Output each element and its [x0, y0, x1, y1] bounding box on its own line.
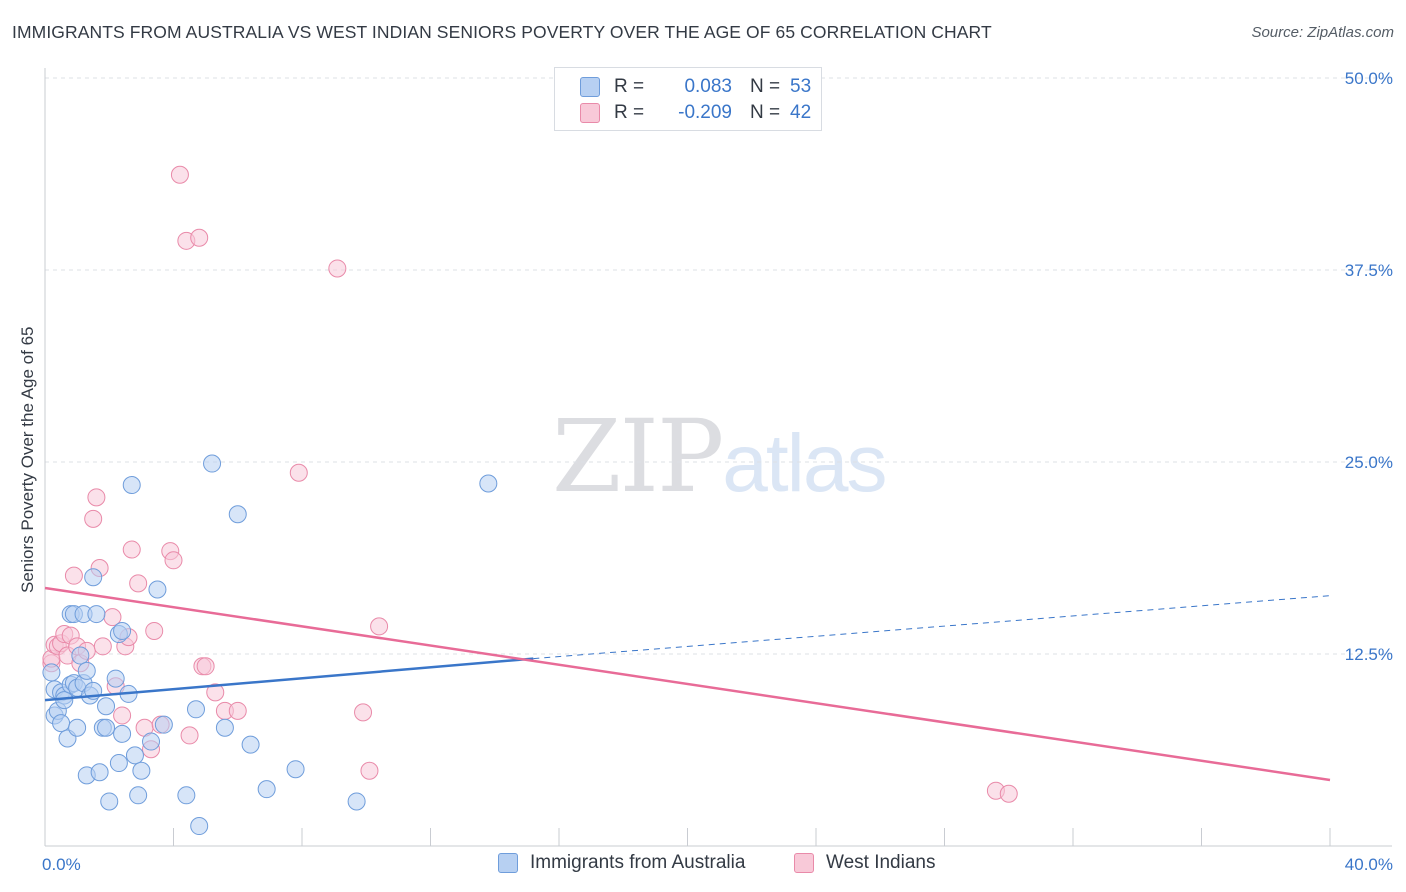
data-point-australia [148, 580, 167, 599]
australia-points [42, 454, 498, 836]
data-point-west-indians [206, 683, 225, 702]
data-point-west-indians [289, 463, 308, 482]
data-point-west-indians [196, 657, 215, 676]
axes [44, 68, 1392, 847]
data-point-west-indians [113, 706, 132, 725]
bottom-legend-label-australia: Immigrants from Australia [530, 852, 746, 873]
data-point-australia [241, 735, 260, 754]
data-point-australia [42, 663, 61, 682]
y-tick-label: 25.0% [1345, 453, 1393, 472]
data-point-australia [228, 505, 247, 524]
data-point-west-indians [328, 259, 347, 278]
data-point-australia [122, 476, 141, 495]
data-point-australia [84, 568, 103, 587]
data-point-west-indians [122, 540, 141, 559]
data-point-australia [106, 669, 125, 688]
data-point-west-indians [170, 165, 189, 184]
data-point-west-indians [145, 621, 164, 640]
legend-r-value: -0.209 [678, 102, 732, 123]
data-point-australia [177, 786, 196, 805]
data-point-west-indians [999, 784, 1018, 803]
data-point-australia [77, 661, 96, 680]
x-tick-label-min: 0.0% [42, 855, 81, 874]
trend-line-australia [44, 657, 534, 702]
data-point-australia [347, 792, 366, 811]
legend-r-label: R = [614, 102, 645, 123]
data-point-australia [286, 760, 305, 779]
y-tick-label: 50.0% [1345, 69, 1393, 88]
bottom-legend-label-west-indians: West Indians [826, 852, 936, 873]
data-point-australia [97, 718, 116, 737]
data-point-australia [203, 454, 222, 473]
data-point-west-indians [129, 574, 148, 593]
legend-r-label: R = [614, 76, 645, 97]
tick-labels: 12.5% 25.0% 37.5% 50.0% 0.0% 40.0% [42, 69, 1393, 874]
data-point-australia [109, 754, 128, 773]
trend-line-australia-extension [533, 595, 1331, 660]
data-point-australia [71, 646, 90, 665]
data-point-australia [129, 786, 148, 805]
data-point-west-indians [164, 551, 183, 570]
bottom-legend-australia: Immigrants from Australia [498, 852, 745, 874]
gridlines [45, 77, 1392, 655]
data-point-australia [479, 474, 498, 493]
data-point-australia [142, 732, 161, 751]
legend-n-label: N = [750, 102, 781, 123]
y-tick-label: 37.5% [1345, 261, 1393, 280]
source-credit: Source: ZipAtlas.com [1251, 24, 1394, 41]
data-point-australia [215, 718, 234, 737]
bottom-legend-swatch-australia [498, 853, 518, 873]
data-point-west-indians [354, 703, 373, 722]
data-point-australia [90, 763, 109, 782]
data-point-australia [154, 715, 173, 734]
chart-title: IMMIGRANTS FROM AUSTRALIA VS WEST INDIAN… [12, 22, 992, 42]
legend-n-value: 53 [790, 76, 812, 97]
legend-swatch-australia [580, 77, 600, 97]
legend-n-value: 42 [790, 102, 812, 123]
y-axis-label: Seniors Poverty Over the Age of 65 [18, 326, 37, 594]
data-point-west-indians [190, 228, 209, 247]
data-point-west-indians [93, 637, 112, 656]
watermark-atlas: atlas [722, 418, 887, 509]
watermark: ZIPatlas [552, 398, 888, 515]
data-point-australia [125, 746, 144, 765]
trend-lines [44, 586, 1331, 782]
data-point-west-indians [87, 488, 106, 507]
data-point-australia [257, 780, 276, 799]
data-point-west-indians [180, 726, 199, 745]
data-point-west-indians [84, 509, 103, 528]
legend-row-west-indians: R = -0.209 N = 42 [580, 101, 812, 125]
data-point-australia [97, 697, 116, 716]
data-point-australia [113, 724, 132, 743]
y-tick-label: 12.5% [1345, 645, 1393, 664]
legend-n-label: N = [750, 76, 781, 97]
data-point-australia [100, 792, 119, 811]
data-point-australia [68, 718, 87, 737]
data-point-west-indians [64, 566, 83, 585]
data-point-australia [186, 700, 205, 719]
data-point-australia [52, 714, 71, 733]
correlation-legend: R = 0.083 N = 53 R = -0.209 N = 42 [554, 67, 822, 131]
data-point-australia [132, 761, 151, 780]
data-point-west-indians [228, 701, 247, 720]
data-point-australia [87, 605, 106, 624]
west-indians-points [42, 165, 1018, 803]
bottom-legend-west-indians: West Indians [794, 852, 935, 874]
trend-line-west-indians [44, 586, 1331, 782]
watermark-zip: ZIP [552, 398, 724, 515]
bottom-legend-swatch-west-indians [794, 853, 814, 873]
data-point-west-indians [360, 761, 379, 780]
legend-swatch-west-indians [580, 103, 600, 123]
legend-r-value: 0.083 [684, 76, 732, 97]
data-point-australia [113, 621, 132, 640]
x-tick-label-max: 40.0% [1345, 855, 1393, 874]
data-point-west-indians [370, 617, 389, 636]
data-point-australia [190, 817, 209, 836]
legend-row-australia: R = 0.083 N = 53 [580, 75, 812, 99]
